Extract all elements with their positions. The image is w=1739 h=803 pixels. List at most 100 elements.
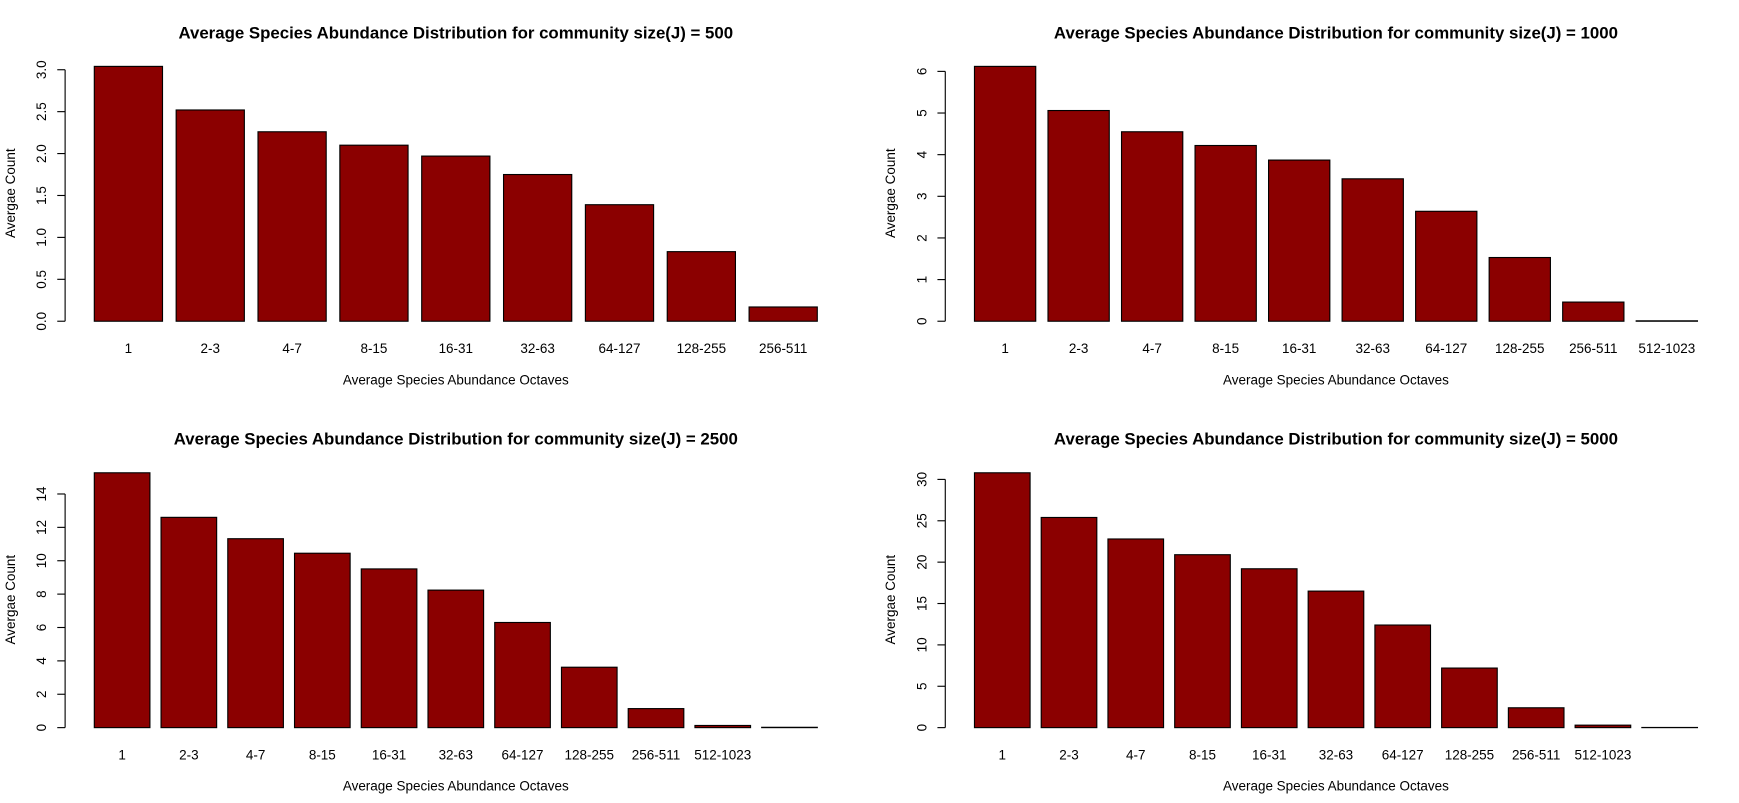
x-tick-label: 1 (999, 747, 1006, 762)
x-tick-label: 32-63 (439, 747, 473, 762)
x-tick-label: 16-31 (439, 341, 473, 356)
bar (1240, 568, 1298, 729)
y-axis-title: Avergae Count (3, 555, 18, 645)
y-tick-label: 6 (34, 624, 49, 632)
y-tick-label: 0 (34, 724, 49, 731)
chart-title: Average Species Abundance Distribution f… (178, 23, 733, 42)
bar (175, 109, 245, 322)
y-tick-label: 3.0 (34, 60, 49, 79)
bar (973, 472, 1031, 729)
x-tick-label: 128-255 (565, 747, 614, 762)
y-axis-title: Avergae Count (883, 148, 898, 238)
bar (293, 552, 351, 729)
x-tick-label: 32-63 (1319, 747, 1353, 762)
bar (1268, 159, 1331, 322)
x-axis-title: Average Species Abundance Octaves (343, 779, 569, 794)
chart-title: Average Species Abundance Distribution f… (1054, 430, 1618, 449)
y-tick-label: 0.5 (34, 270, 49, 289)
bar (584, 204, 655, 322)
y-tick-label: 25 (914, 513, 929, 528)
x-tick-label: 1 (1001, 341, 1009, 356)
x-tick-label: 1 (125, 341, 133, 356)
bar (93, 472, 151, 729)
bar (1120, 131, 1184, 322)
y-tick-label: 15 (914, 596, 929, 611)
bar (1507, 707, 1565, 729)
bar (1562, 301, 1625, 322)
bar (560, 666, 618, 729)
chart-panel: Average Species Abundance Distribution f… (883, 430, 1699, 794)
x-tick-label: 16-31 (1282, 341, 1316, 356)
x-tick-label: 8-15 (360, 341, 387, 356)
bar (227, 538, 284, 729)
y-tick-label: 0.0 (34, 312, 49, 331)
x-tick-label: 128-255 (1495, 341, 1544, 356)
bar (1194, 144, 1257, 322)
bar (421, 155, 491, 322)
bar (257, 131, 327, 322)
bar (748, 306, 818, 322)
y-axis-title: Avergae Count (3, 148, 18, 238)
y-tick-label: 5 (914, 683, 929, 690)
y-tick-label: 2.5 (34, 102, 49, 121)
x-tick-label: 256-511 (632, 747, 680, 762)
x-tick-label: 32-63 (1356, 341, 1390, 356)
x-tick-label: 4-7 (1142, 341, 1161, 356)
x-tick-label: 4-7 (282, 341, 301, 356)
bar (93, 65, 164, 322)
bar (1107, 538, 1165, 729)
bar (160, 516, 218, 729)
x-tick-label: 512-1023 (1574, 747, 1631, 762)
bar (1441, 667, 1498, 729)
x-tick-label: 256-511 (759, 341, 807, 356)
x-tick-label: 8-15 (1212, 341, 1239, 356)
x-axis-title: Average Species Abundance Octaves (343, 372, 569, 387)
chart-title: Average Species Abundance Distribution f… (1054, 23, 1618, 42)
y-tick-label: 0 (914, 317, 929, 325)
x-tick-label: 64-127 (502, 747, 544, 762)
x-tick-label: 64-127 (1425, 341, 1467, 356)
bar (666, 251, 737, 322)
y-tick-label: 30 (914, 472, 929, 487)
bar (360, 568, 418, 729)
y-tick-label: 1.0 (34, 228, 49, 247)
x-tick-label: 128-255 (677, 341, 726, 356)
y-axis-title: Avergae Count (883, 555, 898, 645)
y-tick-label: 2.0 (34, 144, 49, 163)
y-tick-label: 4 (914, 150, 929, 158)
bar (627, 708, 685, 729)
y-tick-label: 12 (34, 520, 49, 535)
bar (1040, 516, 1098, 729)
x-tick-label: 64-127 (599, 341, 641, 356)
x-tick-label: 64-127 (1382, 747, 1424, 762)
bar (1174, 554, 1231, 729)
bar (502, 173, 573, 322)
y-tick-label: 4 (34, 657, 49, 665)
bar (1574, 724, 1632, 729)
x-tick-label: 512-1023 (1638, 341, 1695, 356)
x-tick-label: 1 (118, 747, 126, 762)
x-axis-title: Average Species Abundance Octaves (1223, 779, 1449, 794)
y-tick-label: 20 (914, 555, 929, 570)
bar (1488, 256, 1551, 322)
y-tick-label: 1.5 (34, 186, 49, 205)
y-tick-label: 2 (914, 234, 929, 242)
chart-panel: Average Species Abundance Distribution f… (883, 23, 1699, 387)
x-tick-label: 16-31 (372, 747, 406, 762)
x-tick-label: 2-3 (179, 747, 198, 762)
y-tick-label: 2 (34, 691, 49, 698)
bar (973, 65, 1037, 322)
bar (339, 144, 409, 322)
x-tick-label: 512-1023 (694, 747, 751, 762)
y-tick-label: 6 (914, 68, 929, 75)
y-tick-label: 5 (914, 109, 929, 117)
x-tick-label: 2-3 (201, 341, 220, 356)
y-tick-label: 0 (914, 724, 929, 731)
bar (1307, 590, 1365, 729)
x-tick-label: 4-7 (1126, 747, 1145, 762)
bar (1341, 178, 1404, 322)
y-tick-label: 8 (34, 590, 49, 598)
bar (694, 724, 752, 729)
